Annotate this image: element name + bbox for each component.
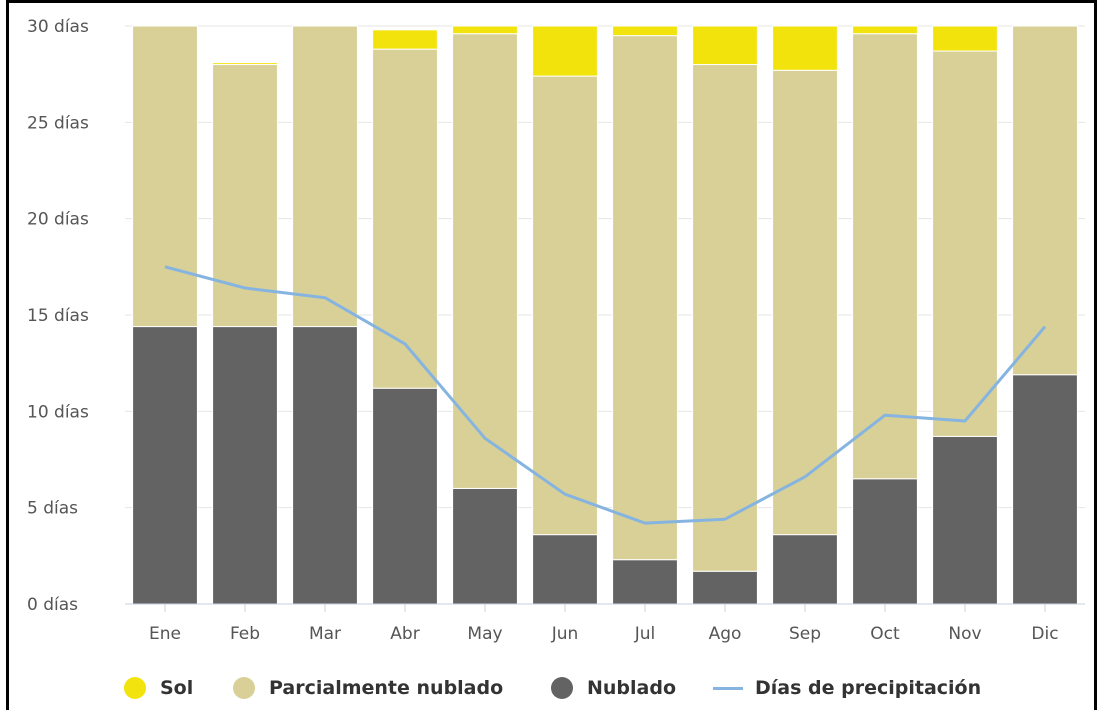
bar-nublado <box>292 326 358 605</box>
x-tick-label: Oct <box>870 624 900 644</box>
bar-nublado <box>612 559 678 605</box>
line-dias-de-precipitacion <box>164 265 1047 525</box>
bar-sol <box>212 62 278 66</box>
x-tick-label: Sep <box>789 624 821 644</box>
bar-sol <box>932 25 998 52</box>
legend-swatch-dias-de-precipitacion <box>713 686 743 690</box>
y-tick-label: 5 días <box>27 499 78 519</box>
bar-sol <box>852 25 918 35</box>
bar-parcialmente-nublado <box>932 50 998 437</box>
bar-nublado <box>372 387 438 605</box>
bar-parcialmente-nublado <box>132 25 198 328</box>
bar-parcialmente-nublado <box>772 69 838 536</box>
bar-parcialmente-nublado <box>372 48 438 389</box>
legend-label-dias-de-precipitacion: Días de precipitación <box>755 677 982 699</box>
x-tick-label: Ago <box>709 624 742 644</box>
legend-item-dias-de-precipitacion[interactable]: Días de precipitación <box>713 672 981 704</box>
legend-item-nublado[interactable]: Nublado <box>551 672 676 704</box>
legend-swatch-nublado <box>551 677 573 699</box>
legend-label-nublado: Nublado <box>587 677 677 699</box>
x-tick-label: Nov <box>948 624 981 644</box>
bar-parcialmente-nublado <box>292 25 358 328</box>
bar-parcialmente-nublado <box>612 35 678 561</box>
y-tick-label: 20 días <box>27 210 89 230</box>
legend-item-sol[interactable]: Sol <box>124 672 193 704</box>
legend-label-parcialmente-nublado: Parcialmente nublado <box>269 677 504 699</box>
bar-parcialmente-nublado <box>1012 25 1078 376</box>
bar-nublado <box>212 326 278 605</box>
y-tick-label: 30 días <box>27 17 89 37</box>
bar-parcialmente-nublado <box>532 75 598 536</box>
bar-sol <box>612 25 678 37</box>
bar-nublado <box>692 570 758 605</box>
x-tick-label: Jul <box>634 624 656 644</box>
precipitation-line <box>164 265 1047 525</box>
x-tick-label: Jun <box>551 624 579 644</box>
bar-nublado <box>852 478 918 605</box>
x-tick-label: Abr <box>390 624 419 644</box>
legend-label-sol: Sol <box>160 677 194 699</box>
bar-sol <box>452 25 518 35</box>
legend-swatch-parcialmente-nublado <box>233 677 255 699</box>
x-tick-label: Feb <box>230 624 260 644</box>
legend-swatch-sol <box>124 677 146 699</box>
bar-nublado <box>932 435 998 605</box>
x-axis: Ene Feb Mar Abr May Jun Jul Ago Sep Oct Nov Dic <box>125 603 1085 644</box>
bar-sol <box>772 25 838 71</box>
y-tick-label: 25 días <box>27 113 89 133</box>
bar-nublado <box>772 534 838 605</box>
x-tick-label: Ene <box>149 624 181 644</box>
bar-sol <box>372 29 438 50</box>
x-tick-label: Mar <box>309 624 341 644</box>
legend: Sol Parcialmente nublado Nublado Días de… <box>0 672 1107 704</box>
y-tick-label: 10 días <box>27 402 89 422</box>
bar-nublado <box>1012 374 1078 605</box>
bar-nublado <box>532 534 598 605</box>
legend-item-parcialmente-nublado[interactable]: Parcialmente nublado <box>233 672 503 704</box>
cloud-cover-chart: 0 días 5 días 10 días 15 días 20 días 25 días… <box>27 17 1085 644</box>
y-tick-label: 15 días <box>27 306 89 326</box>
y-tick-label: 0 días <box>27 595 78 615</box>
bar-parcialmente-nublado <box>852 33 918 480</box>
y-axis: 0 días 5 días 10 días 15 días 20 días 25 días… <box>27 17 89 615</box>
bar-nublado <box>452 487 518 605</box>
bar-parcialmente-nublado <box>452 33 518 489</box>
x-tick-label: Dic <box>1031 624 1058 644</box>
bar-parcialmente-nublado <box>692 64 758 572</box>
bar-nublado <box>132 326 198 605</box>
bar-sol <box>532 25 598 77</box>
x-tick-label: May <box>467 624 502 644</box>
bar-sol <box>692 25 758 66</box>
bars <box>132 25 1078 605</box>
